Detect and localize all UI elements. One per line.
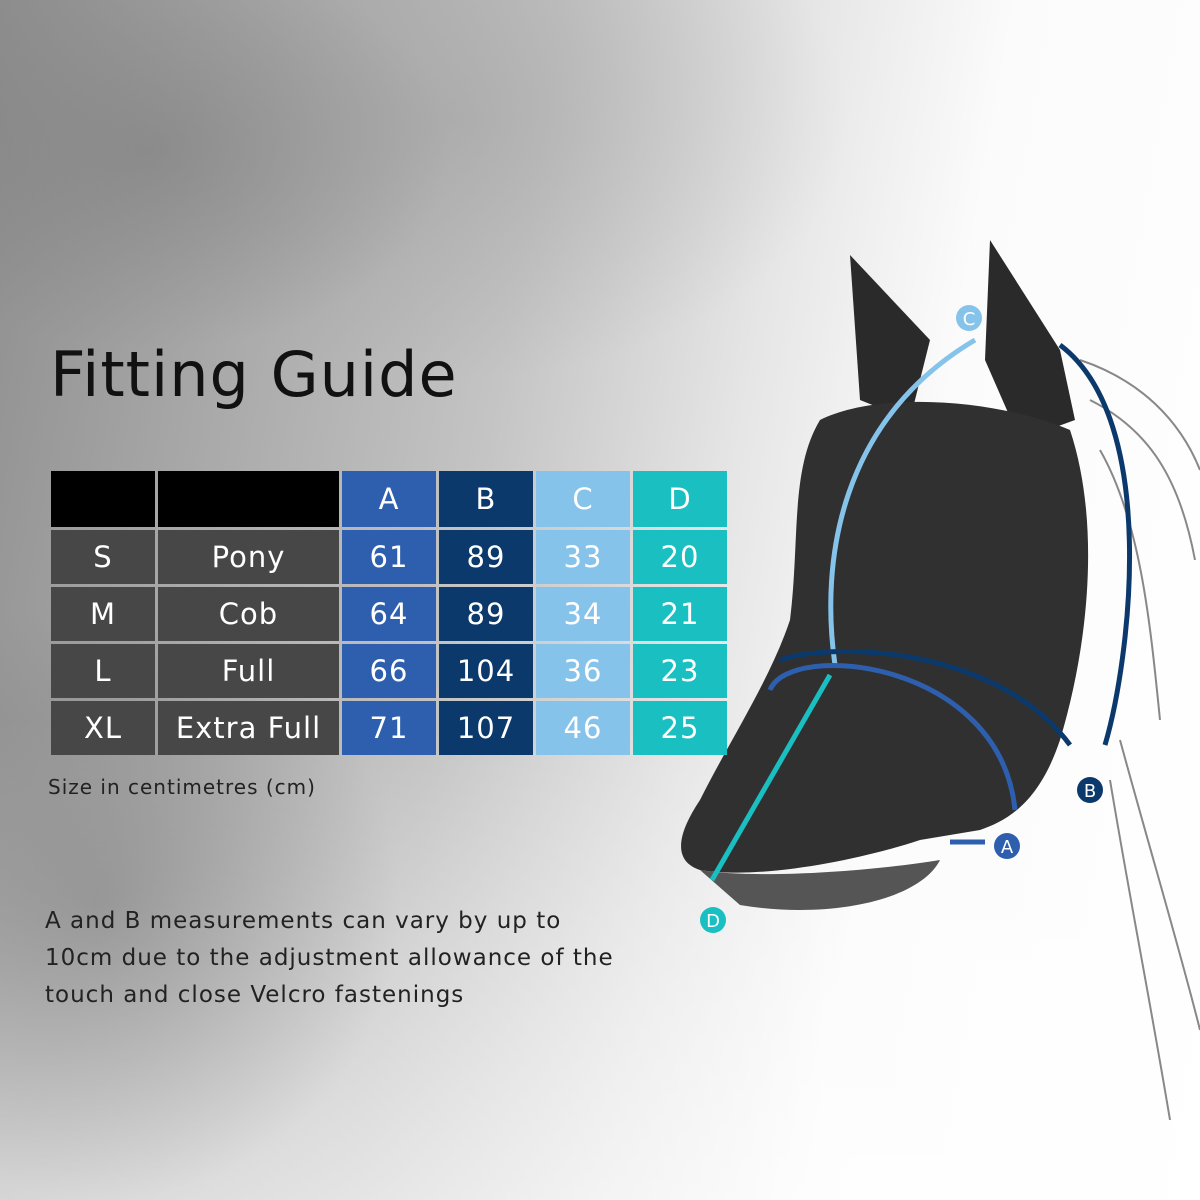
d-cell: 25	[633, 701, 727, 755]
measurement-note-line: touch and close Velcro fastenings	[45, 982, 465, 1008]
muzzle	[700, 860, 940, 910]
c-cell: 33	[536, 530, 630, 584]
name-cell: Cob	[158, 587, 339, 641]
measurement-note: A and B measurements can vary by up to 1…	[45, 903, 614, 1014]
measurement-b-line	[1058, 343, 1133, 746]
measurement-d-line	[709, 673, 833, 882]
d-cell: 21	[633, 587, 727, 641]
c-cell: 34	[536, 587, 630, 641]
d-cell: 20	[633, 530, 727, 584]
marker-c: C	[956, 305, 982, 331]
table-header-row: A B C D	[51, 471, 727, 527]
name-cell: Extra Full	[158, 701, 339, 755]
table-row: L Full 66 104 36 23	[51, 644, 727, 698]
size-cell: L	[51, 644, 155, 698]
measurement-c-line	[828, 337, 977, 666]
mane	[1079, 359, 1200, 1121]
name-cell: Pony	[158, 530, 339, 584]
a-cell: 64	[342, 587, 436, 641]
measurement-note-line: A and B measurements can vary by up to	[45, 908, 562, 934]
table-row: M Cob 64 89 34 21	[51, 587, 727, 641]
header-c: C	[536, 471, 630, 527]
header-size	[51, 471, 155, 527]
header-name	[158, 471, 339, 527]
measurement-a-line	[767, 663, 1018, 811]
d-cell: 23	[633, 644, 727, 698]
measurement-b-front-line	[779, 648, 1073, 747]
c-cell: 46	[536, 701, 630, 755]
header-d: D	[633, 471, 727, 527]
name-cell: Full	[158, 644, 339, 698]
svg-text:C: C	[963, 309, 976, 330]
svg-text:B: B	[1084, 781, 1096, 802]
size-table: A B C D S Pony 61 89 33 20 M Cob 64 89 3…	[48, 468, 730, 758]
marker-a: A	[994, 833, 1020, 859]
table-row: S Pony 61 89 33 20	[51, 530, 727, 584]
b-cell: 89	[439, 587, 533, 641]
svg-text:D: D	[706, 911, 720, 932]
svg-text:A: A	[1001, 837, 1014, 858]
b-cell: 89	[439, 530, 533, 584]
header-b: B	[439, 471, 533, 527]
page-title: Fitting Guide	[50, 338, 458, 411]
b-cell: 104	[439, 644, 533, 698]
marker-d: D	[700, 907, 726, 933]
marker-b: B	[1077, 777, 1103, 803]
mask-head	[681, 401, 1089, 873]
unit-note: Size in centimetres (cm)	[48, 775, 316, 799]
measurement-note-line: 10cm due to the adjustment allowance of …	[45, 945, 614, 971]
c-cell: 36	[536, 644, 630, 698]
b-cell: 107	[439, 701, 533, 755]
size-cell: M	[51, 587, 155, 641]
a-cell: 71	[342, 701, 436, 755]
table-row: XL Extra Full 71 107 46 25	[51, 701, 727, 755]
header-a: A	[342, 471, 436, 527]
a-cell: 66	[342, 644, 436, 698]
left-ear	[850, 255, 930, 420]
a-cell: 61	[342, 530, 436, 584]
right-ear	[985, 240, 1075, 440]
size-cell: S	[51, 530, 155, 584]
size-cell: XL	[51, 701, 155, 755]
